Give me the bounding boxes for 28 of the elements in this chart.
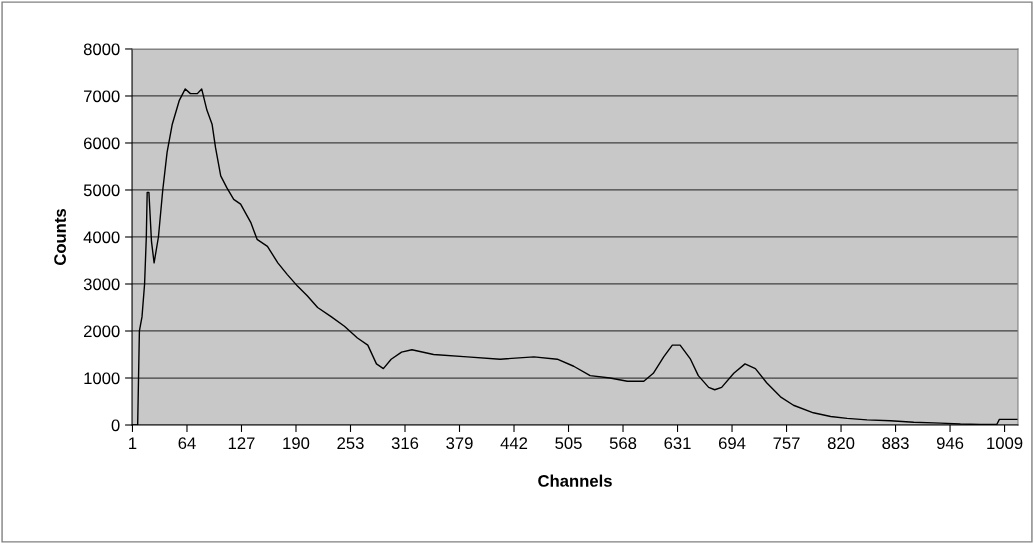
y-tick-label: 3000 — [83, 278, 120, 291]
x-tick-label: 253 — [337, 437, 364, 450]
x-axis-title: Channels — [538, 474, 612, 487]
x-tick-label: 64 — [178, 437, 196, 450]
x-tick-label: 946 — [936, 437, 964, 450]
y-tick-label: 5000 — [83, 184, 120, 197]
y-tick-label: 4000 — [83, 231, 120, 244]
x-tick-label: 568 — [609, 437, 637, 450]
x-tick-label: 757 — [773, 437, 800, 450]
x-tick-label: 442 — [500, 437, 528, 449]
y-tick-label: 2000 — [84, 325, 120, 338]
y-axis-title: Counts — [54, 208, 66, 265]
x-tick-label: 631 — [664, 437, 691, 450]
y-tick-label: 0 — [111, 419, 120, 432]
x-tick-label: 1 — [129, 437, 137, 449]
x-tick-label: 820 — [827, 437, 855, 450]
x-tick-label: 694 — [718, 437, 746, 450]
y-tick-label: 8000 — [83, 43, 120, 56]
x-tick-label: 127 — [228, 437, 255, 449]
x-tick-label: 505 — [555, 437, 582, 450]
x-tick-label: 190 — [283, 437, 310, 450]
y-tick-label: 6000 — [84, 137, 120, 150]
x-tick-label: 316 — [391, 437, 419, 450]
y-tick-label: 1000 — [84, 372, 120, 385]
y-tick-label: 7000 — [84, 90, 120, 103]
x-tick-label: 379 — [446, 437, 473, 450]
x-tick-label: 1009 — [987, 437, 1023, 450]
x-tick-label: 883 — [882, 437, 909, 450]
